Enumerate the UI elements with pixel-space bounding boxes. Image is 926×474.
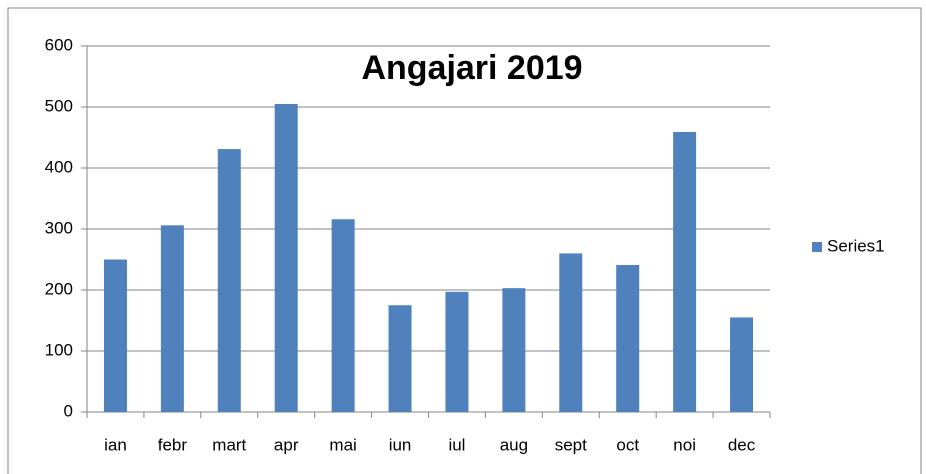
y-tick-label: 0	[64, 401, 73, 420]
bar	[445, 291, 469, 412]
x-tick-label: aug	[500, 435, 528, 454]
bar	[502, 288, 526, 412]
y-tick-label: 500	[45, 96, 73, 115]
bar	[331, 219, 355, 412]
y-tick-label: 300	[45, 218, 73, 237]
chart-border	[7, 7, 922, 474]
x-tick-label: ian	[104, 435, 127, 454]
bar	[673, 132, 697, 412]
x-tick-label: dec	[728, 435, 756, 454]
x-tick-label: oct	[616, 435, 639, 454]
bar	[160, 225, 184, 412]
legend-swatch	[812, 242, 822, 252]
bar	[217, 149, 241, 412]
x-tick-label: sept	[555, 435, 587, 454]
bar	[103, 259, 127, 412]
bar	[730, 317, 754, 412]
x-tick-label: mai	[329, 435, 356, 454]
bar	[559, 253, 583, 412]
x-tick-label: febr	[158, 435, 188, 454]
y-tick-label: 100	[45, 340, 73, 359]
x-tick-label: mart	[212, 435, 246, 454]
y-tick-label: 600	[45, 35, 73, 54]
x-tick-label: iun	[389, 435, 412, 454]
bar	[388, 305, 412, 412]
legend-label: Series1	[827, 236, 885, 255]
x-tick-label: iul	[448, 435, 465, 454]
bar	[274, 103, 298, 412]
x-tick-label: apr	[274, 435, 299, 454]
y-tick-label: 200	[45, 279, 73, 298]
chart-title: Angajari 2019	[361, 49, 582, 87]
x-tick-label: noi	[673, 435, 696, 454]
bar	[616, 264, 640, 412]
y-tick-label: 400	[45, 157, 73, 176]
